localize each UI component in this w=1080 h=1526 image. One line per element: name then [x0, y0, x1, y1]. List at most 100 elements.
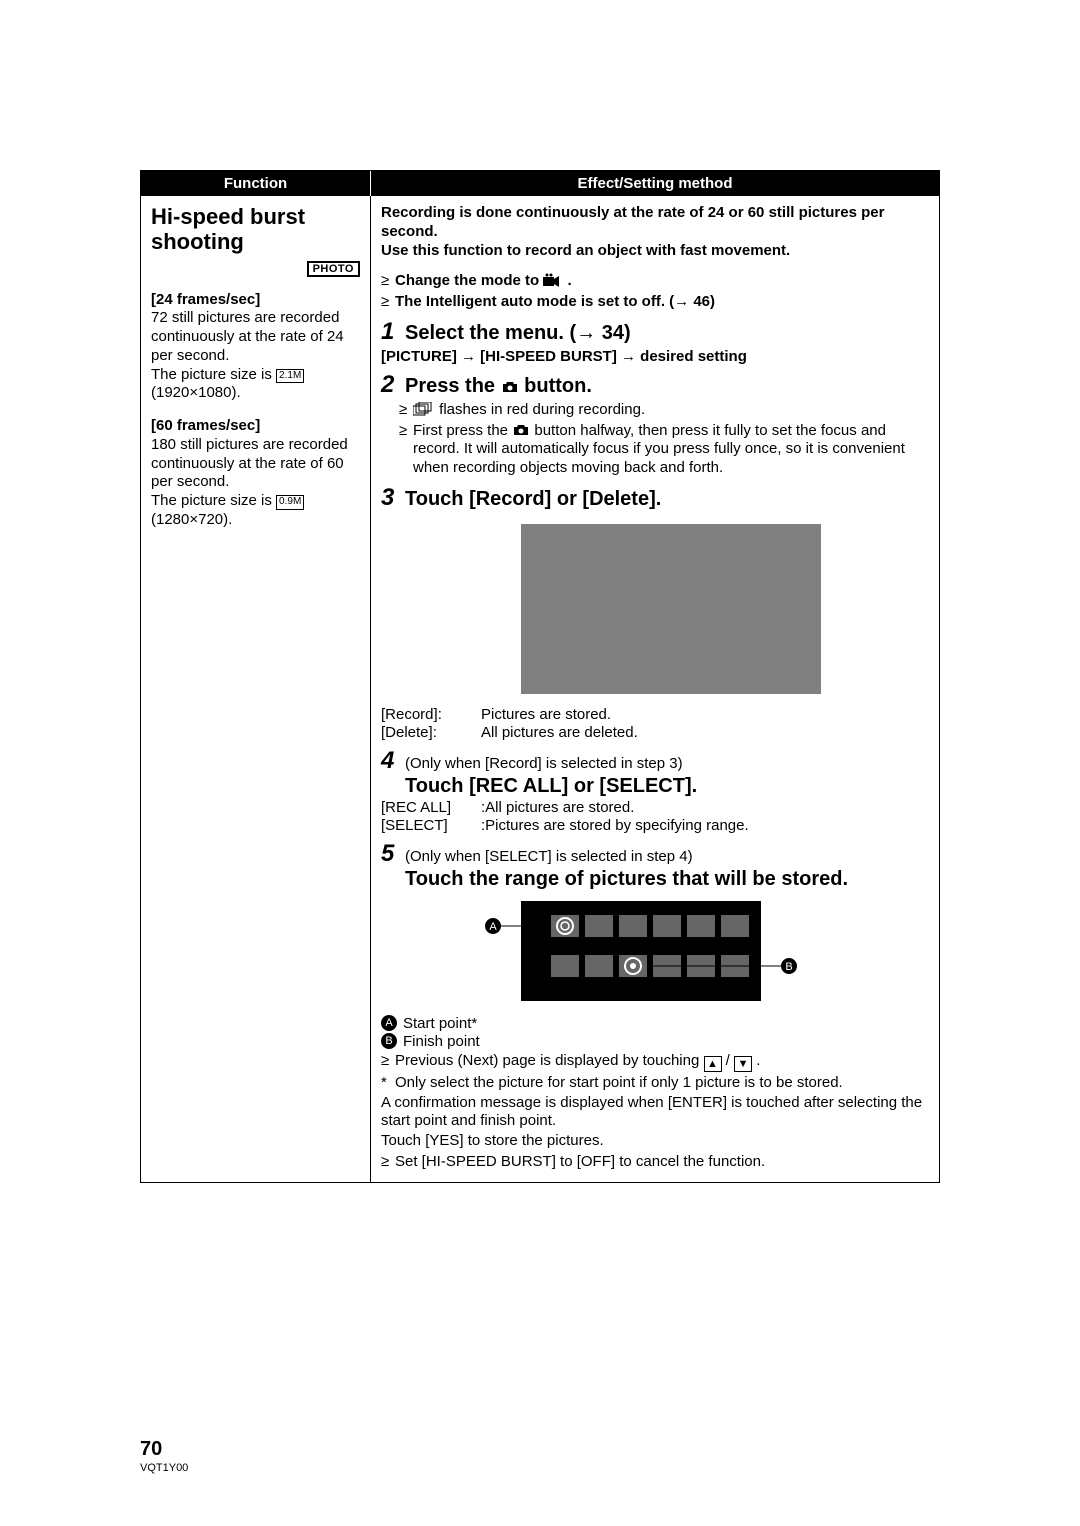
svg-text:A: A — [489, 921, 497, 933]
table-header: Function Effect/Setting method — [141, 171, 939, 196]
step-1: 1 Select the menu. (→ 34) — [381, 318, 929, 346]
step-2-number: 2 — [381, 371, 405, 399]
table-body: Hi-speed burst shooting PHOTO [24 frames… — [141, 196, 939, 1182]
footnote-asterisk: * — [381, 1074, 395, 1093]
camera-button-icon — [501, 376, 519, 388]
function-title: Hi-speed burst shooting — [151, 204, 360, 255]
legend-a-asterisk: * — [471, 1015, 477, 1032]
mode-24-desc: 72 still pictures are recorded continuou… — [151, 309, 344, 364]
step-2-text-a: Press the — [405, 375, 501, 397]
mode-60-dims: (1280×720). — [151, 511, 232, 528]
size-box-2-1m: 2.1M — [276, 369, 304, 384]
step-5-label: Touch the range of pictures that will be… — [405, 868, 929, 891]
svg-text:B: B — [785, 961, 792, 973]
def-delete-key: [Delete]: — [381, 724, 481, 741]
confirm-text-1: A confirmation message is displayed when… — [381, 1094, 929, 1132]
footnote-text: Only select the picture for start point … — [395, 1074, 843, 1093]
bullet-dot-icon: ≥ — [381, 1052, 395, 1071]
cancel-bullet: ≥ Set [HI-SPEED BURST] to [OFF] to cance… — [381, 1153, 929, 1172]
step-4-condition: (Only when [Record] is selected in step … — [405, 755, 683, 772]
bullet-dot-icon: ≥ — [381, 1153, 395, 1172]
header-effect: Effect/Setting method — [371, 171, 939, 196]
step-5: 5 (Only when [SELECT] is selected in ste… — [381, 840, 929, 868]
header-function: Function — [141, 171, 371, 196]
def-record-val: Pictures are stored. — [481, 706, 929, 723]
legend-b-icon: B — [381, 1033, 397, 1049]
step-1-path: [PICTURE] → [HI-SPEED BURST] → desired s… — [381, 348, 929, 365]
mode-60-block: [60 frames/sec] 180 still pictures are r… — [151, 417, 360, 530]
burst-indicator-icon — [413, 402, 435, 416]
footnote: * Only select the picture for start poin… — [381, 1074, 929, 1093]
nav-bullet: ≥ Previous (Next) page is displayed by t… — [381, 1052, 929, 1072]
step-1-number: 1 — [381, 318, 405, 346]
size-box-0-9m: 0.9M — [276, 495, 304, 510]
pre-step-bullet-2: ≥ The Intelligent auto mode is set to of… — [381, 293, 929, 312]
step-2-bullet-2-text-a: First press the — [413, 422, 512, 439]
intro-text: Recording is done continuously at the ra… — [381, 204, 929, 260]
step-4-number: 4 — [381, 747, 405, 775]
def-recall-val: :All pictures are stored. — [481, 799, 929, 816]
page: Function Effect/Setting method Hi-speed … — [0, 0, 1080, 1183]
step-1-label: Select the menu. (→ 34) — [405, 322, 631, 345]
step-2-bullet-2: ≥ First press the button halfway, then p… — [399, 422, 929, 478]
cancel-text: Set [HI-SPEED BURST] to [OFF] to cancel … — [395, 1153, 929, 1172]
def-recall-key: [REC ALL] — [381, 799, 481, 816]
step-5-condition: (Only when [SELECT] is selected in step … — [405, 848, 693, 865]
mode-24-sizeline: The picture size is — [151, 366, 276, 383]
step-3-number: 3 — [381, 484, 405, 512]
def-select-key: [SELECT] — [381, 817, 481, 834]
step-4-label: Touch [REC ALL] or [SELECT]. — [405, 775, 929, 798]
bullet-dot-icon: ≥ — [399, 422, 413, 478]
confirm-text-2: Touch [YES] to store the pictures. — [381, 1132, 929, 1151]
camera-button-icon — [512, 423, 530, 435]
def-select: [SELECT] :Pictures are stored by specify… — [381, 817, 929, 834]
step-5-number: 5 — [381, 840, 405, 868]
legend-a-text: Start point — [403, 1015, 471, 1032]
pre-step-bullet-1: ≥ Change the mode to . — [381, 272, 929, 291]
page-number: 70 — [140, 1438, 162, 1461]
mode-60-title: [60 frames/sec] — [151, 417, 260, 434]
legend-b: B Finish point — [381, 1033, 929, 1050]
mode-24-dims: (1920×1080). — [151, 384, 241, 401]
intro-line-2: Use this function to record an object wi… — [381, 242, 790, 259]
legend-a-icon: A — [381, 1015, 397, 1031]
step-4: 4 (Only when [Record] is selected in ste… — [381, 747, 929, 775]
change-mode-period: . — [568, 272, 572, 289]
step-2-bullet-1-text: flashes in red during recording. — [439, 401, 645, 418]
intelligent-auto-text: The Intelligent auto mode is set to off.… — [395, 293, 715, 310]
mode-24-title: [24 frames/sec] — [151, 291, 260, 308]
screenshot-placeholder — [521, 524, 821, 694]
def-delete-val: All pictures are deleted. — [481, 724, 929, 741]
intro-line-1: Recording is done continuously at the ra… — [381, 204, 884, 240]
step-2-text-b: button. — [524, 375, 592, 397]
legend-a: A Start point* — [381, 1015, 929, 1032]
nav-text-slash: / — [726, 1052, 730, 1069]
def-recall: [REC ALL] :All pictures are stored. — [381, 799, 929, 816]
change-mode-text: Change the mode to — [395, 272, 543, 289]
nav-up-icon: ▲ — [704, 1056, 722, 1072]
nav-text-c: . — [756, 1052, 760, 1069]
step-3: 3 Touch [Record] or [Delete]. — [381, 484, 929, 512]
photo-badge: PHOTO — [307, 261, 360, 277]
function-table: Function Effect/Setting method Hi-speed … — [140, 170, 940, 1183]
legend-b-text: Finish point — [403, 1033, 480, 1050]
def-delete: [Delete]: All pictures are deleted. — [381, 724, 929, 741]
step-2: 2 Press the button. — [381, 371, 929, 399]
bullet-dot-icon: ≥ — [399, 401, 413, 420]
def-record: [Record]: Pictures are stored. — [381, 706, 929, 723]
doc-code: VQT1Y00 — [140, 1462, 188, 1474]
nav-text-a: Previous (Next) page is displayed by tou… — [395, 1052, 704, 1069]
def-record-key: [Record]: — [381, 706, 481, 723]
step-3-label: Touch [Record] or [Delete]. — [405, 488, 661, 511]
function-column: Hi-speed burst shooting PHOTO [24 frames… — [141, 196, 371, 1182]
def-select-val: :Pictures are stored by specifying range… — [481, 817, 929, 834]
mode-24-block: [24 frames/sec] 72 still pictures are re… — [151, 291, 360, 404]
nav-down-icon: ▼ — [734, 1056, 752, 1072]
step-2-bullet-1: ≥ flashes in red during recording. — [399, 401, 929, 420]
range-selection-diagram: A B — [471, 901, 929, 1005]
bullet-dot-icon: ≥ — [381, 272, 395, 291]
bullet-dot-icon: ≥ — [381, 293, 395, 312]
mode-60-desc: 180 still pictures are recorded continuo… — [151, 436, 348, 491]
effect-column: Recording is done continuously at the ra… — [371, 196, 939, 1182]
mode-60-sizeline: The picture size is — [151, 492, 276, 509]
